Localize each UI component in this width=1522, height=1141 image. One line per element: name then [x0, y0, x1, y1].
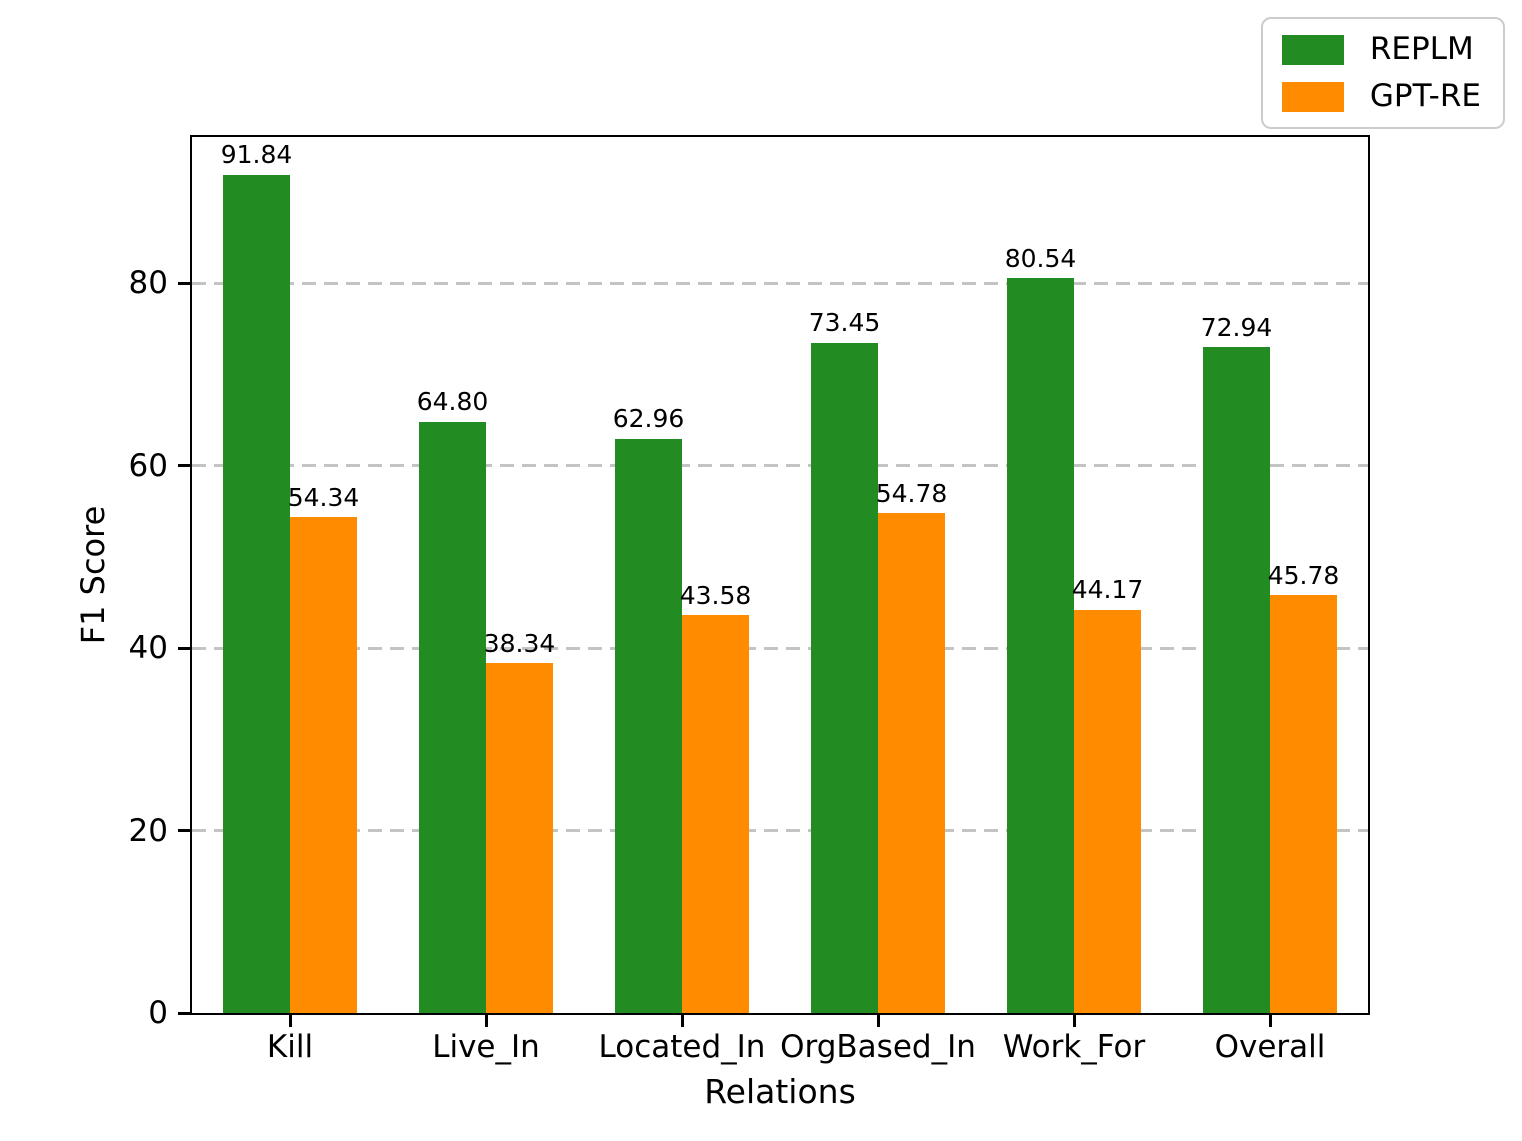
- bar-gpt-re-live-in: 38.34: [484, 630, 555, 1013]
- value-label-replm-kill: 91.84: [220, 140, 293, 170]
- x-tick-label-located-in: Located_In: [598, 1029, 766, 1065]
- bar-group-overall: 72.94 45.78: [1172, 137, 1368, 1013]
- y-tick-0: [178, 1011, 190, 1015]
- x-tick-label-orgbased-in: OrgBased_In: [780, 1029, 976, 1065]
- bar-replm-work-for: 80.54: [1005, 245, 1076, 1013]
- x-tick-live-in: [484, 1015, 488, 1027]
- value-label-gpt-re-overall: 45.78: [1267, 560, 1340, 590]
- bar-replm-orgbased-in: 73.45: [809, 309, 880, 1013]
- bar-gpt-re-kill: 54.34: [288, 484, 359, 1013]
- gridline-60: [192, 464, 1368, 467]
- bar-gpt-re-work-for: 44.17: [1072, 576, 1143, 1013]
- legend-item-replm: REPLM: [1281, 31, 1481, 67]
- gridline-80: [192, 281, 1368, 285]
- y-tick-label-0: 0: [148, 995, 168, 1031]
- y-tick-60: [178, 464, 190, 467]
- x-tick-label-live-in: Live_In: [432, 1029, 540, 1065]
- value-label-replm-work-for: 80.54: [1004, 243, 1077, 273]
- bar-replm-located-in: 62.96: [613, 405, 684, 1013]
- legend-label-replm: REPLM: [1369, 31, 1474, 67]
- y-tick-80: [178, 281, 190, 285]
- legend-swatch-gpt-re: [1281, 81, 1344, 112]
- bar-group-kill: 91.84 54.34: [192, 137, 388, 1013]
- x-tick-kill: [288, 1015, 292, 1027]
- y-tick-40: [178, 646, 190, 650]
- bar-group-located-in: 62.96 43.58: [584, 137, 780, 1013]
- legend: REPLM GPT-RE: [1260, 17, 1505, 129]
- value-label-gpt-re-live-in: 38.34: [483, 628, 556, 658]
- bar-group-live-in: 64.80 38.34: [388, 137, 584, 1013]
- value-label-replm-located-in: 62.96: [612, 404, 685, 433]
- value-label-gpt-re-work-for: 44.17: [1071, 575, 1144, 605]
- bar-gpt-re-located-in: 43.58: [680, 582, 751, 1013]
- bar-gpt-re-overall: 45.78: [1268, 562, 1339, 1013]
- bar-replm-overall: 72.94: [1201, 314, 1272, 1013]
- bar-gpt-re-orgbased-in: 54.78: [876, 480, 947, 1013]
- legend-label-gpt-re: GPT-RE: [1369, 78, 1481, 114]
- x-tick-located-in: [680, 1015, 684, 1027]
- bar-group-orgbased-in: 73.45 54.78: [780, 137, 976, 1013]
- x-tick-overall: [1268, 1015, 1272, 1027]
- value-label-gpt-re-kill: 54.34: [287, 482, 360, 512]
- y-axis-label: F1 Score: [74, 505, 112, 645]
- value-label-replm-live-in: 64.80: [416, 387, 489, 417]
- x-axis-label: Relations: [704, 1072, 856, 1111]
- value-label-gpt-re-located-in: 43.58: [679, 580, 752, 610]
- value-label-gpt-re-orgbased-in: 54.78: [875, 478, 948, 508]
- y-tick-20: [178, 829, 190, 832]
- y-tick-label-80: 80: [128, 265, 168, 301]
- legend-item-gpt-re: GPT-RE: [1281, 78, 1481, 114]
- bar-replm-kill: 91.84: [221, 141, 292, 1013]
- x-tick-label-work-for: Work_For: [1002, 1029, 1146, 1065]
- value-label-replm-overall: 72.94: [1200, 312, 1273, 342]
- x-tick-orgbased-in: [876, 1015, 880, 1027]
- x-tick-work-for: [1072, 1015, 1076, 1027]
- y-tick-label-60: 60: [128, 447, 168, 484]
- x-tick-label-kill: Kill: [266, 1029, 314, 1065]
- legend-swatch-replm: [1281, 34, 1344, 65]
- bar-replm-live-in: 64.80: [417, 388, 488, 1013]
- bar-group-work-for: 80.54 44.17: [976, 137, 1172, 1013]
- gridline-20: [192, 829, 1368, 832]
- gridline-40: [192, 646, 1368, 650]
- y-tick-label-40: 40: [128, 630, 168, 666]
- x-tick-label-overall: Overall: [1214, 1029, 1326, 1065]
- y-tick-label-20: 20: [128, 812, 168, 849]
- plot-area: 91.84 54.34 64.80 38.34 62.96 43.58 73.45 54.78…: [178, 135, 1370, 1027]
- value-label-replm-orgbased-in: 73.45: [808, 308, 881, 338]
